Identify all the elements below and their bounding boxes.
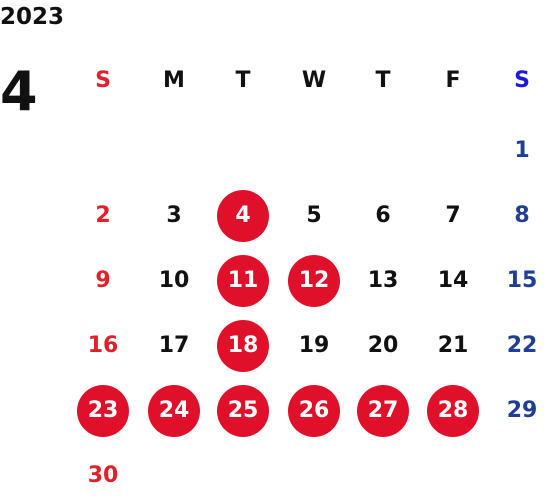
day-cell[interactable]: 13 xyxy=(367,268,399,293)
highlighted-day-cell[interactable]: 26 xyxy=(288,385,340,437)
day-cell[interactable]: 14 xyxy=(437,268,469,293)
weekday-header-fri: F xyxy=(445,68,461,93)
weekday-header-thu: T xyxy=(375,68,391,93)
day-cell[interactable]: 22 xyxy=(506,333,538,358)
day-cell[interactable]: 20 xyxy=(367,333,399,358)
day-cell[interactable]: 29 xyxy=(506,398,538,423)
highlighted-day-cell[interactable]: 27 xyxy=(357,385,409,437)
highlighted-day-cell[interactable]: 25 xyxy=(217,385,269,437)
day-cell[interactable]: 3 xyxy=(166,203,182,228)
day-cell[interactable]: 30 xyxy=(87,463,119,488)
day-cell[interactable]: 5 xyxy=(306,203,322,228)
day-cell[interactable]: 9 xyxy=(95,268,111,293)
day-cell[interactable]: 10 xyxy=(158,268,190,293)
year-label: 2023 xyxy=(0,4,65,30)
day-cell[interactable]: 21 xyxy=(437,333,469,358)
weekday-header-mon: M xyxy=(163,68,185,93)
month-label: 4 xyxy=(0,60,38,123)
day-cell[interactable]: 7 xyxy=(445,203,461,228)
highlighted-day-cell[interactable]: 18 xyxy=(217,320,269,372)
day-cell[interactable]: 16 xyxy=(87,333,119,358)
weekday-header-sat: S xyxy=(514,68,530,93)
day-cell[interactable]: 15 xyxy=(506,268,538,293)
highlighted-day-cell[interactable]: 12 xyxy=(288,255,340,307)
highlighted-day-cell[interactable]: 4 xyxy=(217,190,269,242)
highlighted-day-cell[interactable]: 11 xyxy=(217,255,269,307)
weekday-header-tue: T xyxy=(235,68,251,93)
highlighted-day-cell[interactable]: 24 xyxy=(148,385,200,437)
highlighted-day-cell[interactable]: 23 xyxy=(77,385,129,437)
day-cell[interactable]: 8 xyxy=(514,203,530,228)
day-cell[interactable]: 19 xyxy=(298,333,330,358)
day-cell[interactable]: 1 xyxy=(514,138,530,163)
day-cell[interactable]: 6 xyxy=(375,203,391,228)
day-cell[interactable]: 2 xyxy=(95,203,111,228)
weekday-header-sun: S xyxy=(95,68,111,93)
day-cell[interactable]: 17 xyxy=(158,333,190,358)
highlighted-day-cell[interactable]: 28 xyxy=(427,385,479,437)
weekday-header-wed: W xyxy=(301,68,327,93)
